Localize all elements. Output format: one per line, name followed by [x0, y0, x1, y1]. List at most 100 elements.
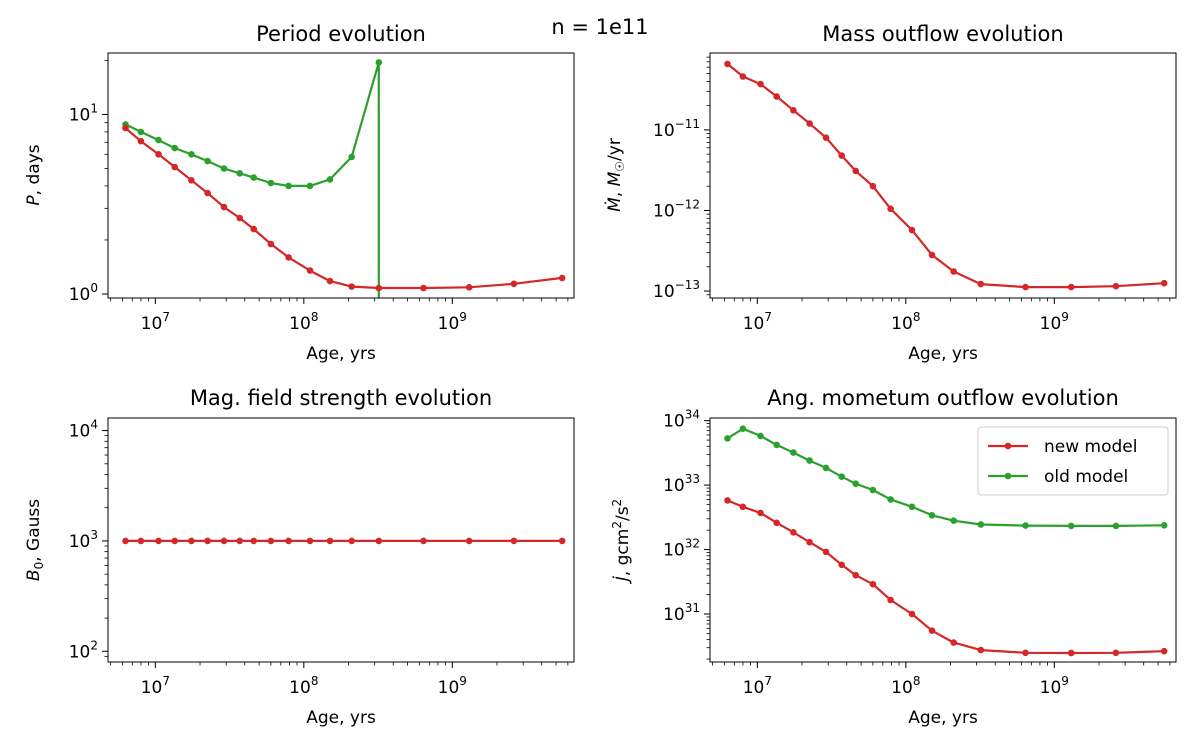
data-point-new [155, 537, 162, 545]
y-tick-label: 100 [69, 281, 98, 305]
data-point-new [236, 214, 243, 222]
x-axis-label: Age, yrs [306, 708, 376, 728]
x-tick-label: 109 [1040, 310, 1069, 334]
legend-marker-old [1004, 472, 1012, 480]
data-point-new [773, 93, 780, 100]
data-point-new [950, 639, 957, 646]
x-tick-label: 108 [289, 310, 318, 334]
panel-mass-outflow: Mass outflow evolution 10−13 10−12 10−11 1… [604, 22, 1177, 364]
data-point-new [155, 151, 162, 158]
data-point-new [204, 537, 211, 545]
x-axis-ticks: 107 108 109 [712, 298, 1171, 334]
data-point-new [188, 537, 195, 545]
x-tick-label: 109 [1040, 674, 1069, 698]
y-axis-ticks: 100 101 [69, 60, 108, 305]
x-axis-ticks: 107 108 109 [110, 298, 569, 334]
x-tick-label: 108 [289, 674, 318, 698]
data-point-old [977, 521, 985, 528]
data-point-old [1160, 522, 1168, 529]
data-point-new [375, 284, 383, 292]
y-tick-label: 104 [69, 418, 98, 442]
data-point-new [1022, 283, 1029, 291]
data-point-new [285, 537, 292, 545]
data-point-old [220, 165, 228, 172]
y-tick-label: 1033 [663, 472, 700, 496]
data-point-new [465, 284, 473, 291]
panel-title: Period evolution [256, 22, 426, 46]
y-axis-ticks: 10−13 10−12 10−11 [653, 56, 710, 302]
data-point-new [1112, 282, 1120, 290]
data-point-new [220, 203, 228, 211]
data-point-new [724, 60, 731, 68]
axes-frame [107, 52, 575, 299]
x-axis-label: Age, yrs [306, 344, 376, 364]
figure-suptitle: n = 1e11 [551, 15, 648, 39]
data-point-old [790, 449, 797, 456]
data-point-old [188, 151, 195, 158]
data-point-old [838, 473, 845, 481]
y-tick-label: 1032 [663, 537, 700, 561]
data-point-new [267, 240, 275, 248]
data-point-new [558, 274, 566, 282]
data-point-new [137, 137, 145, 145]
data-point-new [724, 497, 731, 504]
legend-label-new: new model [1044, 437, 1137, 457]
data-point-old [1067, 522, 1075, 530]
data-point-new [950, 268, 957, 275]
legend: new model old model [977, 426, 1169, 496]
y-tick-label: 10−12 [653, 197, 700, 221]
data-point-old [950, 517, 957, 524]
data-point-new [822, 134, 830, 141]
data-point-new [806, 120, 813, 127]
data-point-new [928, 251, 936, 259]
panel-title: Mag. field strength evolution [190, 386, 492, 410]
y-axis-label: Ṁ, M☉/yr [604, 138, 627, 212]
x-axis-label: Age, yrs [908, 344, 978, 364]
data-point-old [326, 176, 334, 183]
data-point-new [188, 177, 195, 184]
data-point-old [306, 182, 314, 190]
data-point-old [806, 457, 813, 464]
x-tick-label: 107 [743, 310, 772, 334]
data-point-new [326, 277, 334, 285]
data-point-new [1067, 649, 1075, 657]
data-point-new [558, 537, 566, 545]
data-point-old [348, 153, 356, 161]
y-axis-label: B0, Gauss [24, 499, 46, 581]
y-tick-label: 102 [69, 638, 98, 662]
data-point-old [887, 496, 894, 503]
x-tick-label: 107 [743, 674, 772, 698]
data-point-new [739, 503, 747, 511]
plot-area [122, 537, 566, 545]
data-point-new [348, 537, 356, 545]
data-point-old [1112, 522, 1120, 530]
data-point-old [724, 435, 731, 442]
data-point-old [739, 425, 747, 433]
data-point-new [739, 73, 747, 80]
data-point-new [250, 537, 257, 545]
data-point-new [137, 537, 145, 545]
data-point-new [790, 107, 797, 114]
data-point-new [236, 537, 243, 545]
axes-frame [107, 417, 575, 663]
data-point-new [420, 537, 427, 545]
data-point-new [908, 610, 916, 618]
data-point-new [204, 189, 211, 197]
data-point-new [285, 254, 292, 261]
data-point-old [852, 480, 859, 488]
data-point-old [869, 486, 877, 494]
data-point-new [852, 167, 859, 175]
panel-title: Ang. mometum outflow evolution [767, 386, 1119, 410]
data-point-new [977, 280, 985, 288]
data-point-new [838, 152, 845, 159]
data-point-new [306, 537, 314, 545]
data-point-new [122, 124, 129, 132]
data-point-new [838, 561, 845, 569]
data-point-new [887, 205, 894, 213]
data-point-new [348, 283, 356, 290]
data-point-new [928, 627, 936, 634]
data-point-new [1022, 649, 1029, 657]
data-point-old [171, 144, 178, 152]
series-line-old [125, 61, 380, 298]
